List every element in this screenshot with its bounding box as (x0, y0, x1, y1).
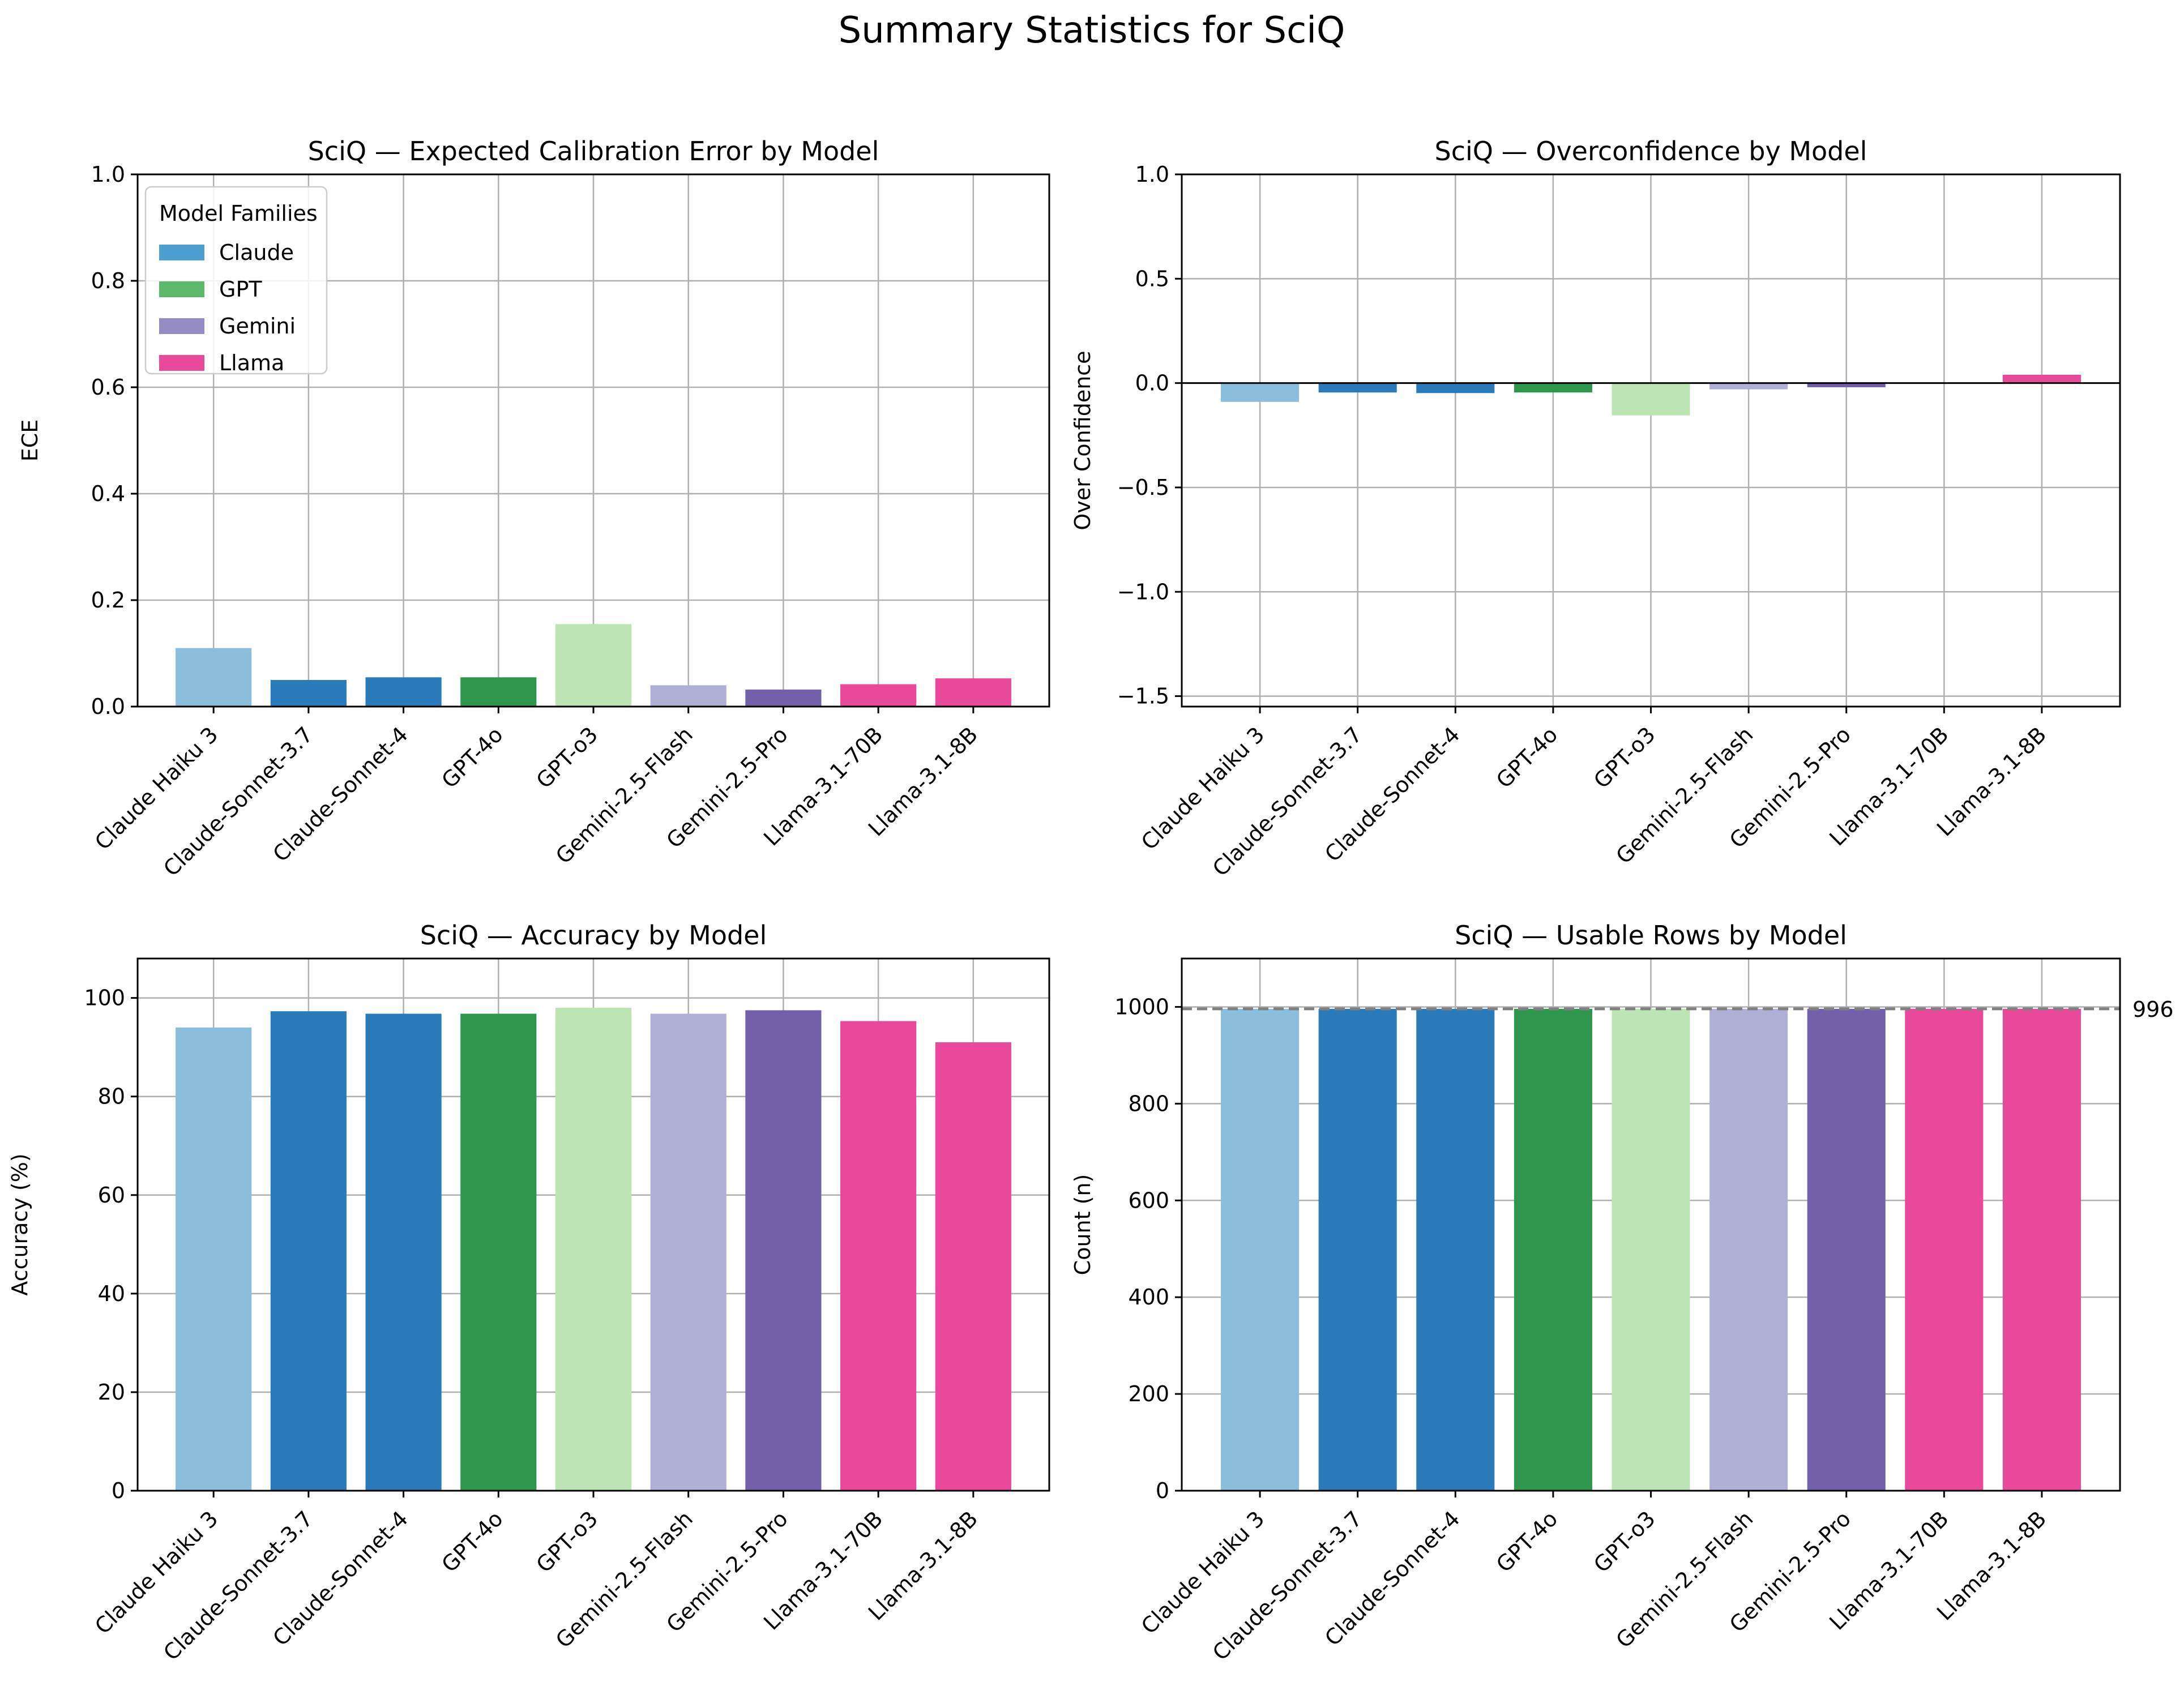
chart-3-title: SciQ — Accuracy by Model (420, 920, 767, 951)
legend-swatch-gpt (159, 281, 204, 297)
y-tick-label: 60 (98, 1183, 125, 1208)
bar-gemini-2-5-pro (1807, 1008, 1886, 1491)
bar-claude-sonnet-3-7 (1318, 1008, 1397, 1491)
y-tick-label: 20 (98, 1380, 125, 1405)
chart-1-title: SciQ — Expected Calibration Error by Mod… (308, 136, 879, 166)
bar-claude-sonnet-4 (1416, 383, 1495, 393)
bar-gpt-o3 (555, 624, 632, 707)
y-tick-label: 0.0 (1135, 371, 1169, 396)
bar-claude-sonnet-3-7 (270, 1011, 347, 1491)
chart-3-bars (176, 1008, 1011, 1491)
y-tick-label: 0.5 (1135, 266, 1169, 291)
y-tick-label: 600 (1128, 1188, 1169, 1213)
bar-gpt-4o (460, 1013, 537, 1491)
y-tick-label: 0.4 (91, 481, 125, 506)
chart-2-title: SciQ — Overconfidence by Model (1435, 136, 1867, 166)
bar-llama-3-1-8b (935, 1042, 1011, 1491)
legend-swatch-gemini (159, 318, 204, 334)
bar-llama-3-1-70b (1905, 1008, 1984, 1491)
y-tick-label: 1000 (1114, 994, 1169, 1019)
y-tick-label: 40 (98, 1281, 125, 1306)
bar-claude-sonnet-3-7 (1318, 383, 1397, 393)
chart-4-bars (1221, 1008, 2081, 1491)
chart-1-bars (176, 624, 1011, 707)
bar-gemini-2-5-flash (1709, 1008, 1788, 1491)
bar-gpt-4o (1514, 1008, 1592, 1491)
chart-4-y-label: Count (n) (1070, 1174, 1095, 1276)
bar-gemini-2-5-flash (1709, 383, 1788, 390)
y-tick-label: 1.0 (91, 162, 125, 187)
chart-4-reference-label: 996 (2132, 997, 2174, 1022)
legend-swatch-claude (159, 245, 204, 260)
figure-title: Summary Statistics for SciQ (839, 10, 1345, 52)
bar-claude-haiku-3 (1221, 1008, 1300, 1491)
y-tick-label: −1.0 (1117, 579, 1169, 604)
y-tick-label: 1.0 (1135, 162, 1169, 187)
y-tick-label: 100 (84, 986, 125, 1011)
bar-claude-haiku-3 (176, 1027, 252, 1491)
legend-swatch-llama (159, 355, 204, 371)
y-tick-label: 400 (1128, 1285, 1169, 1310)
bar-llama-3-1-8b (935, 678, 1011, 707)
legend-label-gpt: GPT (219, 277, 262, 302)
bar-gpt-4o (460, 677, 537, 707)
bar-gemini-2-5-pro (745, 1010, 822, 1491)
bar-gpt-o3 (1612, 383, 1690, 416)
chart-2-y-label: Over Confidence (1070, 350, 1095, 530)
bar-gemini-2-5-pro (1807, 383, 1886, 387)
legend-title: Model Families (159, 201, 318, 226)
chart-4-y-ticks: 0 200 400 600 800 1000 (1114, 994, 1182, 1503)
chart-3-y-label: Accuracy (%) (7, 1153, 32, 1295)
y-tick-label: 80 (98, 1084, 125, 1109)
chart-3-y-ticks: 0 20 40 60 80 100 (84, 986, 138, 1503)
y-tick-label: 0.6 (91, 375, 125, 400)
legend-label-gemini: Gemini (219, 314, 296, 339)
bar-claude-haiku-3 (176, 648, 252, 707)
chart-2-y-ticks: −1.5 −1.0 −0.5 0.0 0.5 1.0 (1117, 162, 1182, 709)
chart-2-bars (1221, 374, 2081, 416)
bar-gpt-o3 (555, 1008, 632, 1491)
y-tick-label: 800 (1128, 1091, 1169, 1116)
y-tick-label: 0 (112, 1478, 125, 1503)
legend-label-claude: Claude (219, 240, 294, 265)
bar-claude-haiku-3 (1221, 383, 1300, 402)
bar-claude-sonnet-4 (365, 677, 442, 707)
bar-llama-3-1-8b (2002, 374, 2081, 383)
legend-label-llama: Llama (219, 350, 284, 375)
legend: Model Families Claude GPT Gemini Llama (144, 186, 328, 375)
chart-1-y-label: ECE (18, 420, 42, 462)
y-tick-label: 0 (1156, 1478, 1169, 1503)
bar-gemini-2-5-flash (650, 1013, 726, 1491)
bar-llama-3-1-70b (840, 684, 917, 707)
bar-gemini-2-5-pro (745, 689, 822, 707)
bar-claude-sonnet-4 (365, 1013, 442, 1491)
y-tick-label: −1.5 (1117, 684, 1169, 709)
bar-llama-3-1-8b (2002, 1008, 2081, 1491)
y-tick-label: 200 (1128, 1381, 1169, 1406)
bar-gpt-o3 (1612, 1008, 1690, 1491)
chart-1-y-ticks: 0.0 0.2 0.4 0.6 0.8 1.0 (91, 162, 138, 719)
bar-llama-3-1-70b (840, 1021, 917, 1491)
bar-gpt-4o (1514, 383, 1592, 393)
y-tick-label: −0.5 (1117, 475, 1169, 500)
y-tick-label: 0.0 (91, 694, 125, 719)
bar-claude-sonnet-3-7 (270, 680, 347, 707)
bar-claude-sonnet-4 (1416, 1008, 1495, 1491)
y-tick-label: 0.8 (91, 268, 125, 293)
chart-4-title: SciQ — Usable Rows by Model (1455, 920, 1847, 951)
y-tick-label: 0.2 (91, 588, 125, 613)
bar-gemini-2-5-flash (650, 685, 726, 707)
